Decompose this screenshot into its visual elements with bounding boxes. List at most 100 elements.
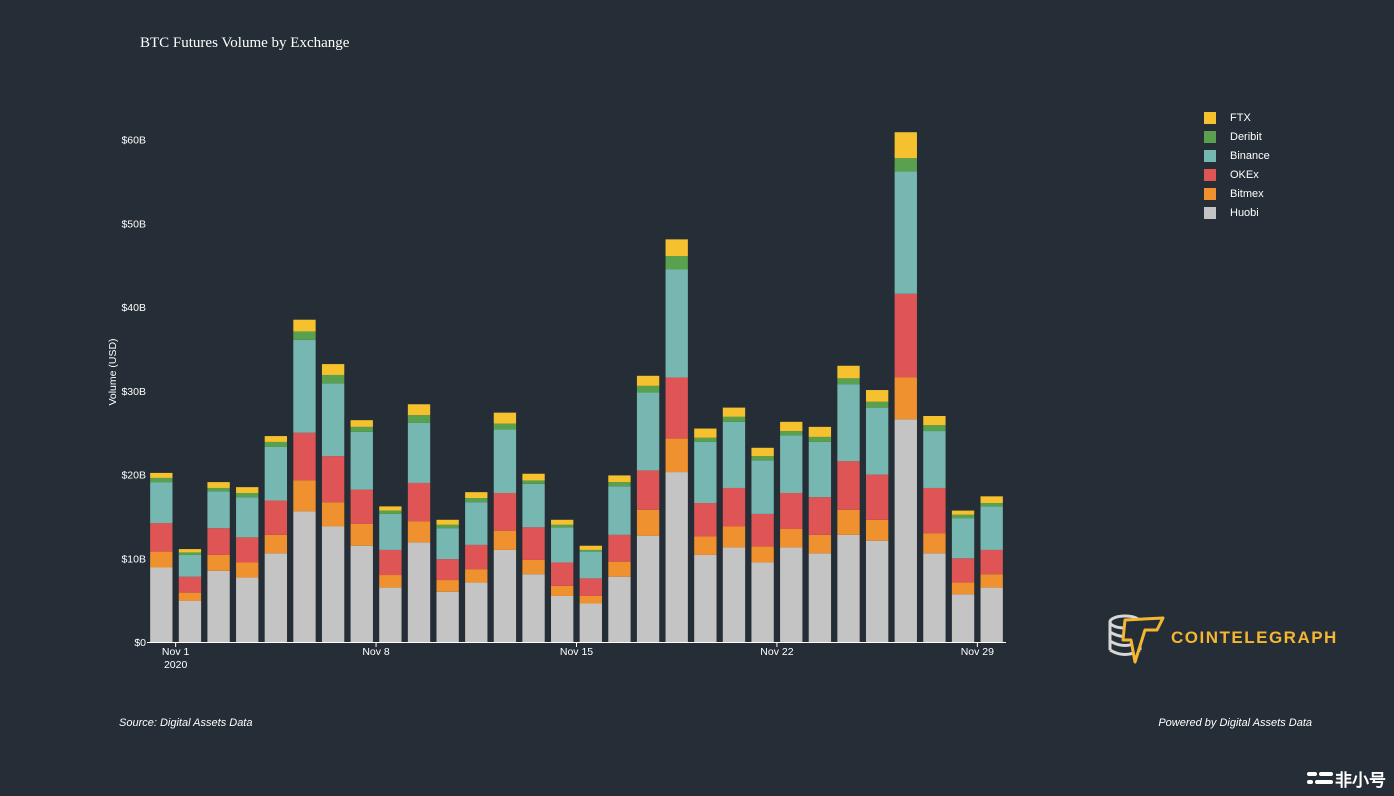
legend-item-ftx[interactable]: FTX bbox=[1204, 108, 1270, 127]
bar-segment-huobi[interactable] bbox=[551, 595, 574, 642]
bar-segment-ftx[interactable] bbox=[694, 428, 717, 438]
bar-segment-binance[interactable] bbox=[436, 528, 459, 560]
bar-segment-ftx[interactable] bbox=[951, 510, 975, 515]
bar-segment-deribit[interactable] bbox=[665, 256, 688, 270]
bar-segment-bitmex[interactable] bbox=[665, 438, 688, 473]
bar-segment-deribit[interactable] bbox=[751, 456, 774, 461]
bar-segment-ftx[interactable] bbox=[780, 421, 803, 432]
bar-segment-ftx[interactable] bbox=[178, 549, 202, 553]
bar-segment-deribit[interactable] bbox=[236, 492, 259, 498]
bar-segment-bitmex[interactable] bbox=[493, 530, 517, 550]
bar-segment-deribit[interactable] bbox=[293, 331, 316, 340]
bar-segment-okex[interactable] bbox=[837, 461, 860, 510]
bar-segment-huobi[interactable] bbox=[808, 553, 832, 642]
bar-segment-deribit[interactable] bbox=[780, 431, 803, 436]
bar-segment-huobi[interactable] bbox=[694, 554, 717, 642]
bar-segment-huobi[interactable] bbox=[980, 587, 1003, 642]
bar-segment-deribit[interactable] bbox=[178, 552, 202, 555]
bar-segment-okex[interactable] bbox=[780, 492, 803, 529]
bar-segment-okex[interactable] bbox=[236, 537, 259, 563]
bar-segment-binance[interactable] bbox=[150, 482, 173, 524]
bar-segment-okex[interactable] bbox=[150, 523, 173, 552]
bar-segment-deribit[interactable] bbox=[379, 510, 402, 514]
bar-segment-huobi[interactable] bbox=[865, 540, 889, 642]
bar-segment-okex[interactable] bbox=[178, 576, 202, 593]
bar-segment-okex[interactable] bbox=[465, 544, 488, 570]
bar-segment-bitmex[interactable] bbox=[808, 534, 832, 554]
bar-segment-deribit[interactable] bbox=[694, 437, 717, 442]
bar-segment-ftx[interactable] bbox=[980, 496, 1003, 504]
bar-segment-bitmex[interactable] bbox=[837, 509, 860, 535]
bar-segment-okex[interactable] bbox=[694, 503, 717, 537]
bar-segment-ftx[interactable] bbox=[207, 482, 230, 488]
bar-segment-binance[interactable] bbox=[465, 502, 488, 545]
bar-segment-ftx[interactable] bbox=[751, 447, 774, 457]
bar-segment-okex[interactable] bbox=[894, 293, 917, 378]
bar-segment-bitmex[interactable] bbox=[436, 580, 459, 592]
bar-segment-okex[interactable] bbox=[379, 549, 402, 576]
legend[interactable]: FTX Deribit Binance OKEx Bitmex Huobi bbox=[1204, 108, 1270, 222]
bar-segment-huobi[interactable] bbox=[837, 534, 860, 642]
bar-segment-okex[interactable] bbox=[350, 489, 373, 524]
bar-segment-bitmex[interactable] bbox=[608, 561, 631, 577]
bar-segment-bitmex[interactable] bbox=[207, 554, 230, 571]
bar-segment-binance[interactable] bbox=[722, 421, 746, 488]
bar-segment-binance[interactable] bbox=[837, 384, 860, 462]
bar-segment-bitmex[interactable] bbox=[379, 575, 402, 588]
bar-segment-huobi[interactable] bbox=[751, 562, 774, 642]
bar-segment-ftx[interactable] bbox=[579, 545, 602, 550]
bar-segment-deribit[interactable] bbox=[951, 514, 975, 519]
bar-segment-huobi[interactable] bbox=[178, 600, 202, 642]
bar-segment-huobi[interactable] bbox=[894, 419, 917, 642]
bar-segment-deribit[interactable] bbox=[551, 524, 574, 528]
bar-segment-binance[interactable] bbox=[608, 486, 631, 535]
bar-segment-binance[interactable] bbox=[694, 441, 717, 504]
bar-segment-bitmex[interactable] bbox=[865, 519, 889, 541]
bar-segment-binance[interactable] bbox=[493, 429, 517, 493]
bar-segment-ftx[interactable] bbox=[321, 364, 345, 375]
bar-segment-bitmex[interactable] bbox=[293, 480, 316, 512]
cointelegraph-logo[interactable]: COINTELEGRAPH bbox=[1105, 610, 1338, 666]
bar-segment-ftx[interactable] bbox=[293, 319, 316, 332]
bar-segment-okex[interactable] bbox=[608, 534, 631, 562]
bar-segment-ftx[interactable] bbox=[923, 415, 946, 426]
bar-segment-ftx[interactable] bbox=[808, 426, 832, 437]
bar-segment-ftx[interactable] bbox=[350, 420, 373, 427]
bar-segment-ftx[interactable] bbox=[608, 475, 631, 483]
bar-segment-okex[interactable] bbox=[636, 470, 660, 510]
bar-segment-ftx[interactable] bbox=[894, 132, 917, 159]
bar-segment-bitmex[interactable] bbox=[636, 509, 660, 536]
bar-segment-ftx[interactable] bbox=[551, 519, 574, 525]
bar-segment-huobi[interactable] bbox=[379, 587, 402, 642]
bar-segment-okex[interactable] bbox=[436, 559, 459, 581]
bar-segment-okex[interactable] bbox=[493, 492, 517, 531]
bar-segment-deribit[interactable] bbox=[894, 158, 917, 172]
bar-segment-deribit[interactable] bbox=[150, 477, 173, 483]
bar-segment-binance[interactable] bbox=[808, 441, 832, 498]
bar-segment-binance[interactable] bbox=[522, 483, 545, 528]
bar-segment-huobi[interactable] bbox=[264, 553, 288, 642]
bar-segment-deribit[interactable] bbox=[321, 374, 345, 384]
bar-segment-binance[interactable] bbox=[751, 460, 774, 514]
bar-segment-huobi[interactable] bbox=[350, 545, 373, 642]
bar-segment-okex[interactable] bbox=[951, 558, 975, 583]
bar-segment-binance[interactable] bbox=[207, 491, 230, 529]
bar-segment-huobi[interactable] bbox=[407, 542, 431, 642]
bar-segment-ftx[interactable] bbox=[236, 487, 259, 493]
bar-segment-deribit[interactable] bbox=[407, 415, 431, 423]
bar-segment-huobi[interactable] bbox=[665, 472, 688, 642]
legend-item-huobi[interactable]: Huobi bbox=[1204, 203, 1270, 222]
bar-segment-huobi[interactable] bbox=[493, 549, 517, 642]
bar-segment-okex[interactable] bbox=[407, 482, 431, 522]
bar-segment-deribit[interactable] bbox=[808, 436, 832, 442]
bar-segment-okex[interactable] bbox=[751, 513, 774, 547]
bar-segment-binance[interactable] bbox=[923, 431, 946, 488]
bar-segment-okex[interactable] bbox=[293, 432, 316, 481]
bar-segment-huobi[interactable] bbox=[579, 603, 602, 642]
bar-segment-bitmex[interactable] bbox=[150, 551, 173, 568]
bar-segment-huobi[interactable] bbox=[436, 591, 459, 642]
bar-segment-ftx[interactable] bbox=[465, 492, 488, 499]
bar-segment-bitmex[interactable] bbox=[522, 559, 545, 575]
bar-segment-binance[interactable] bbox=[865, 407, 889, 475]
bar-segment-huobi[interactable] bbox=[951, 594, 975, 642]
